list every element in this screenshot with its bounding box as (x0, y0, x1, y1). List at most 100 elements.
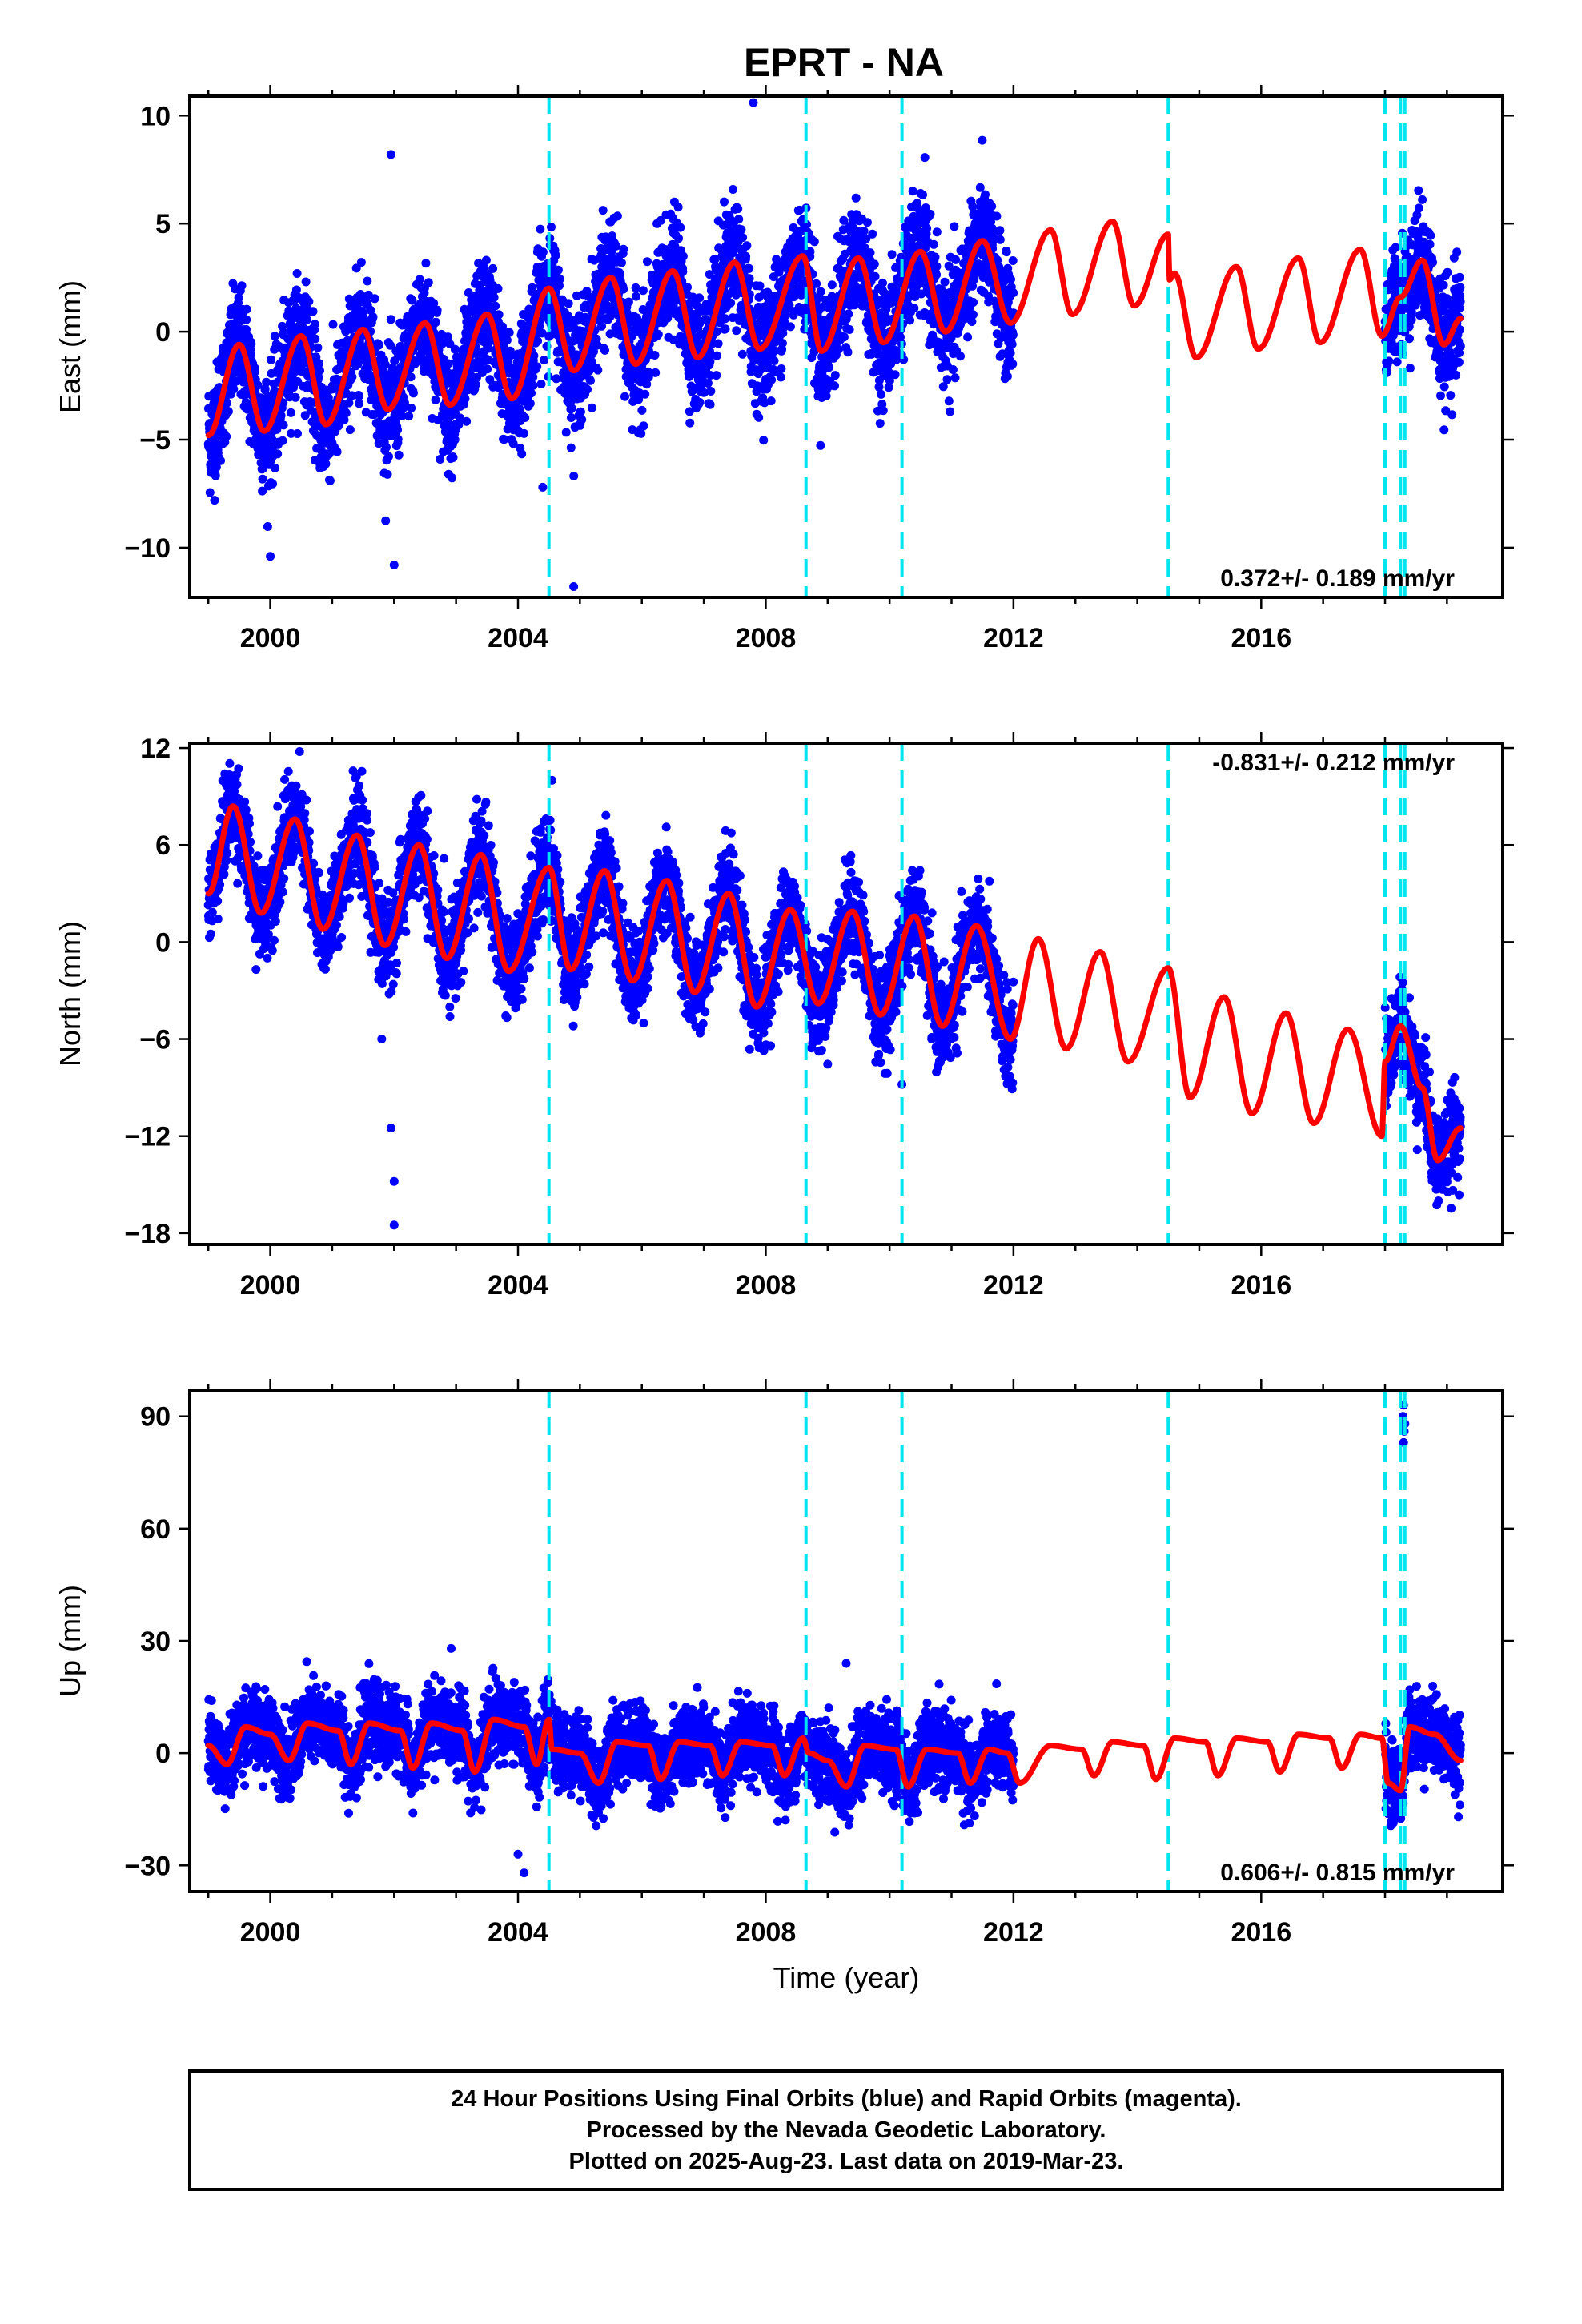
data-point (287, 428, 296, 438)
data-point (597, 321, 606, 331)
data-point (1006, 275, 1015, 284)
data-point (267, 355, 276, 364)
data-point (830, 371, 840, 380)
data-point (870, 271, 880, 281)
data-point (733, 204, 743, 214)
data-point (833, 344, 843, 354)
data-point (745, 263, 754, 273)
data-point (504, 328, 514, 337)
data-point (844, 309, 853, 319)
data-point (619, 244, 628, 254)
data-point (755, 281, 765, 291)
data-point (816, 440, 825, 450)
data-point (308, 307, 318, 316)
data-point (777, 364, 786, 373)
data-point (963, 332, 973, 342)
data-point (845, 325, 854, 334)
data-point (300, 411, 310, 420)
data-point (328, 320, 338, 329)
data-point (1009, 288, 1018, 298)
data-point (494, 310, 504, 320)
data-point (538, 247, 548, 257)
data-point (211, 471, 220, 480)
data-point (929, 239, 938, 249)
data-point (969, 298, 978, 307)
data-point (393, 425, 402, 435)
data-point (394, 450, 404, 460)
data-point (685, 418, 695, 428)
data-point (887, 250, 897, 259)
data-point (450, 344, 460, 354)
data-point (676, 223, 685, 232)
data-point (862, 218, 872, 227)
data-point (1006, 348, 1015, 358)
data-point (536, 224, 545, 234)
data-point (383, 469, 392, 479)
data-point (851, 193, 861, 203)
data-point (926, 209, 935, 219)
data-point (650, 351, 660, 360)
data-point (291, 285, 301, 295)
data-point (1418, 195, 1427, 204)
data-point (721, 324, 730, 334)
data-point (223, 407, 233, 416)
data-point (323, 393, 333, 403)
data-point (1414, 203, 1423, 213)
data-point (481, 255, 491, 265)
data-point (620, 392, 629, 401)
data-point (970, 275, 979, 284)
data-point (705, 356, 715, 366)
data-point (462, 416, 472, 426)
data-point (785, 322, 795, 332)
data-point (341, 408, 351, 418)
data-point (968, 310, 978, 320)
data-point (536, 380, 546, 388)
data-point (1002, 247, 1011, 257)
data-point (950, 373, 960, 383)
data-point (448, 453, 458, 462)
data-point (380, 360, 390, 369)
data-point (640, 389, 650, 399)
data-point (397, 411, 407, 420)
data-point (211, 462, 221, 472)
data-point (384, 452, 393, 461)
data-point (734, 215, 744, 224)
data-point (1391, 243, 1400, 252)
data-point (944, 396, 954, 406)
data-point (643, 257, 652, 267)
data-point (528, 380, 538, 390)
data-point (636, 428, 646, 438)
data-point (878, 278, 887, 287)
data-point (922, 223, 932, 233)
data-point (527, 388, 536, 398)
data-point (292, 269, 302, 278)
data-point (577, 415, 587, 424)
data-point (754, 412, 764, 422)
data-point (720, 197, 729, 207)
data-point (875, 419, 885, 428)
data-point (321, 459, 331, 468)
data-point (429, 299, 439, 308)
data-point (386, 315, 396, 324)
data-point (520, 413, 530, 422)
data-point (632, 292, 640, 301)
data-point (483, 364, 492, 374)
data-point (593, 365, 603, 375)
data-point (948, 365, 958, 374)
data-point (347, 372, 357, 381)
data-point (1008, 330, 1018, 340)
data-point (721, 314, 730, 324)
data-point (450, 435, 460, 444)
data-point (332, 447, 342, 456)
data-point (432, 305, 442, 315)
data-point (528, 372, 538, 382)
data-point (262, 377, 271, 387)
data-point (726, 298, 736, 308)
data-point (703, 379, 713, 388)
data-point (370, 294, 379, 304)
data-point (598, 206, 608, 215)
data-point (454, 420, 464, 429)
data-point (830, 381, 839, 391)
data-point (816, 287, 825, 296)
data-point (393, 434, 403, 444)
